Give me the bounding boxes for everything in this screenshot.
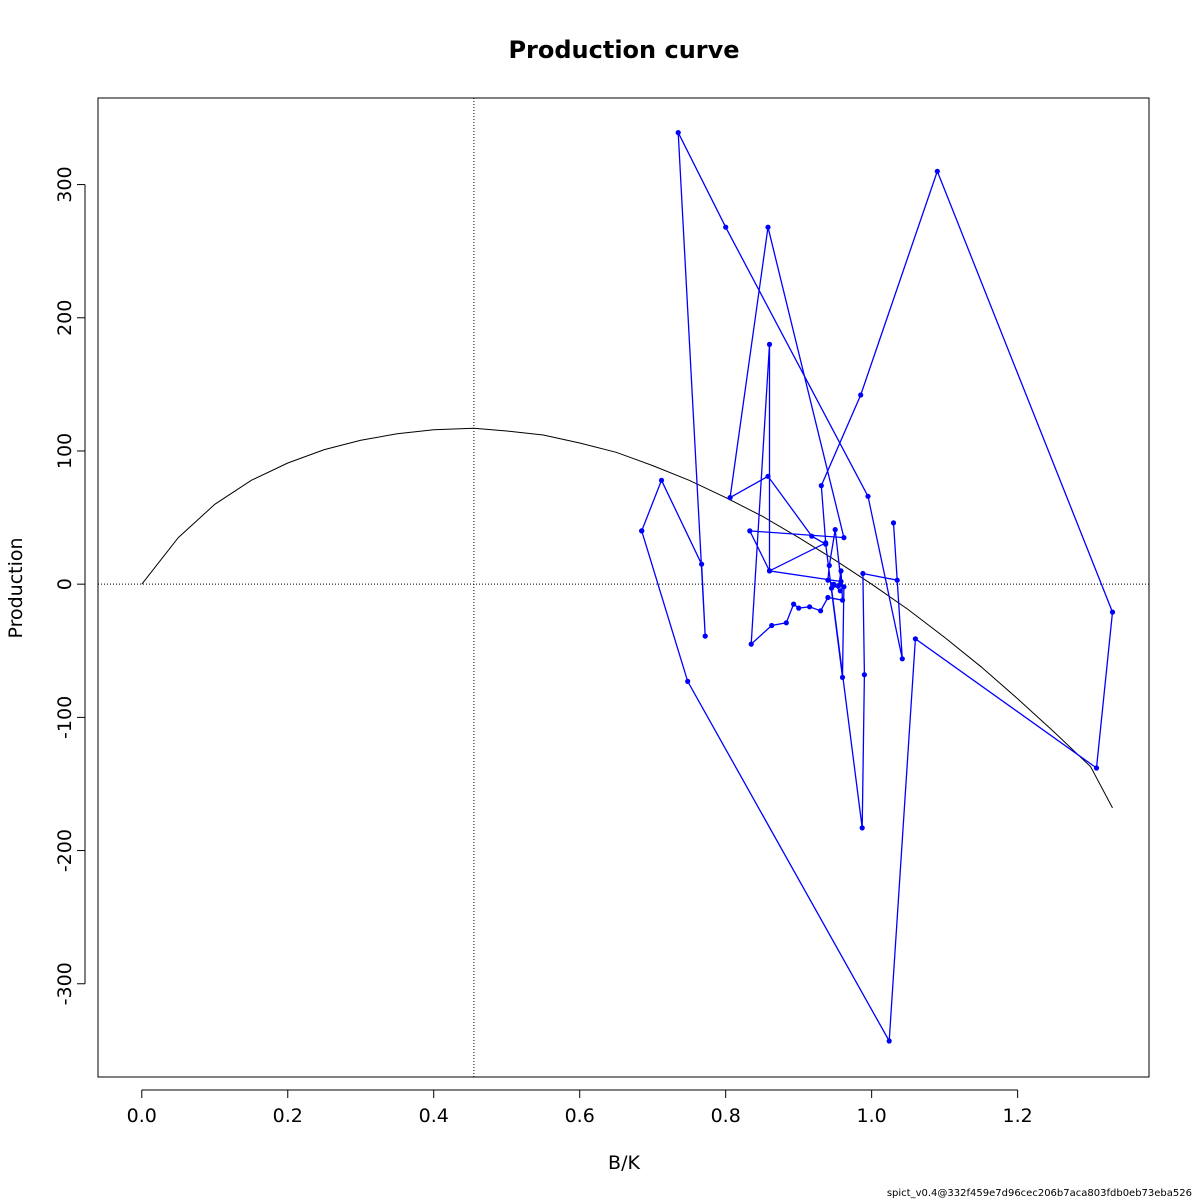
- x-tick-label: 0.2: [273, 1105, 303, 1127]
- observed-point: [832, 527, 838, 533]
- observed-point: [783, 620, 789, 626]
- observed-point: [1109, 609, 1116, 615]
- observed-point: [894, 577, 900, 583]
- observed-point: [747, 528, 753, 534]
- y-axis: -300 -200 -100 0 100 200 300: [54, 166, 86, 1005]
- observed-point: [865, 493, 871, 499]
- observed-point: [675, 130, 681, 136]
- observed-point: [886, 1038, 892, 1044]
- observed-point: [818, 483, 824, 489]
- observed-point: [899, 656, 905, 662]
- observed-point: [861, 672, 868, 678]
- x-tick-label: 1.0: [857, 1105, 887, 1127]
- observed-point: [860, 570, 866, 577]
- observed-point: [658, 477, 665, 483]
- observed-point: [841, 584, 847, 590]
- observed-point: [836, 582, 842, 589]
- y-tick-label: 0: [54, 578, 76, 590]
- observed-point: [765, 224, 771, 230]
- observed-point: [934, 168, 940, 174]
- x-tick-label: 0.6: [565, 1105, 595, 1127]
- observed-point: [841, 535, 847, 541]
- observed-point: [723, 224, 729, 230]
- observed-point: [837, 588, 843, 594]
- production-curve-line: [141, 427, 1113, 809]
- observed-point: [748, 641, 754, 647]
- observed-point: [823, 540, 829, 546]
- observed-point: [1093, 765, 1100, 771]
- observed-point: [825, 577, 831, 583]
- observed-point: [766, 568, 773, 574]
- observed-point: [702, 633, 708, 639]
- y-tick-label: 200: [54, 300, 76, 336]
- observed-point: [685, 678, 691, 685]
- observed-point: [828, 585, 835, 591]
- x-axis: 0.0 0.2 0.4 0.6 0.8 1.0 1.2: [127, 1089, 1033, 1127]
- plot-area: [98, 98, 1149, 1077]
- observed-point: [838, 568, 844, 574]
- observed-point: [825, 594, 831, 601]
- version-footer: spict_v0.4@332f459e7d96cec206b7aca803fdb…: [887, 1188, 1192, 1199]
- observed-point: [639, 528, 645, 534]
- observed-point: [769, 622, 775, 629]
- observed-production-line: [641, 132, 1114, 1044]
- chart-title: Production curve: [508, 36, 739, 64]
- observed-point: [766, 341, 773, 347]
- observed-point: [838, 578, 844, 585]
- observed-point: [839, 597, 846, 603]
- observed-point: [912, 636, 919, 642]
- observed-point: [809, 533, 815, 539]
- y-tick-label: 300: [54, 166, 76, 202]
- observed-point: [796, 605, 802, 611]
- y-tick-label: -300: [54, 962, 76, 1005]
- x-tick-label: 0.4: [419, 1105, 449, 1127]
- observed-point: [890, 520, 897, 526]
- y-tick-label: -100: [54, 696, 76, 739]
- observed-point: [791, 601, 797, 607]
- y-tick-label: -200: [54, 829, 76, 872]
- observed-point: [826, 562, 832, 569]
- observed-point: [831, 581, 837, 587]
- y-tick-label: 100: [54, 433, 76, 469]
- observed-point: [765, 473, 771, 479]
- observed-point: [699, 561, 705, 567]
- x-tick-label: 0.0: [127, 1105, 157, 1127]
- x-tick-label: 1.2: [1003, 1105, 1033, 1127]
- x-tick-label: 0.8: [711, 1105, 741, 1127]
- observed-point: [807, 604, 813, 610]
- y-axis-label: Production: [5, 537, 27, 638]
- plot-frame: [97, 97, 1150, 1078]
- observed-point: [839, 674, 846, 681]
- observed-point: [859, 825, 865, 831]
- observed-point: [727, 495, 733, 501]
- observed-point: [858, 392, 864, 398]
- observed-point: [818, 608, 824, 614]
- x-axis-label: B/K: [608, 1152, 640, 1174]
